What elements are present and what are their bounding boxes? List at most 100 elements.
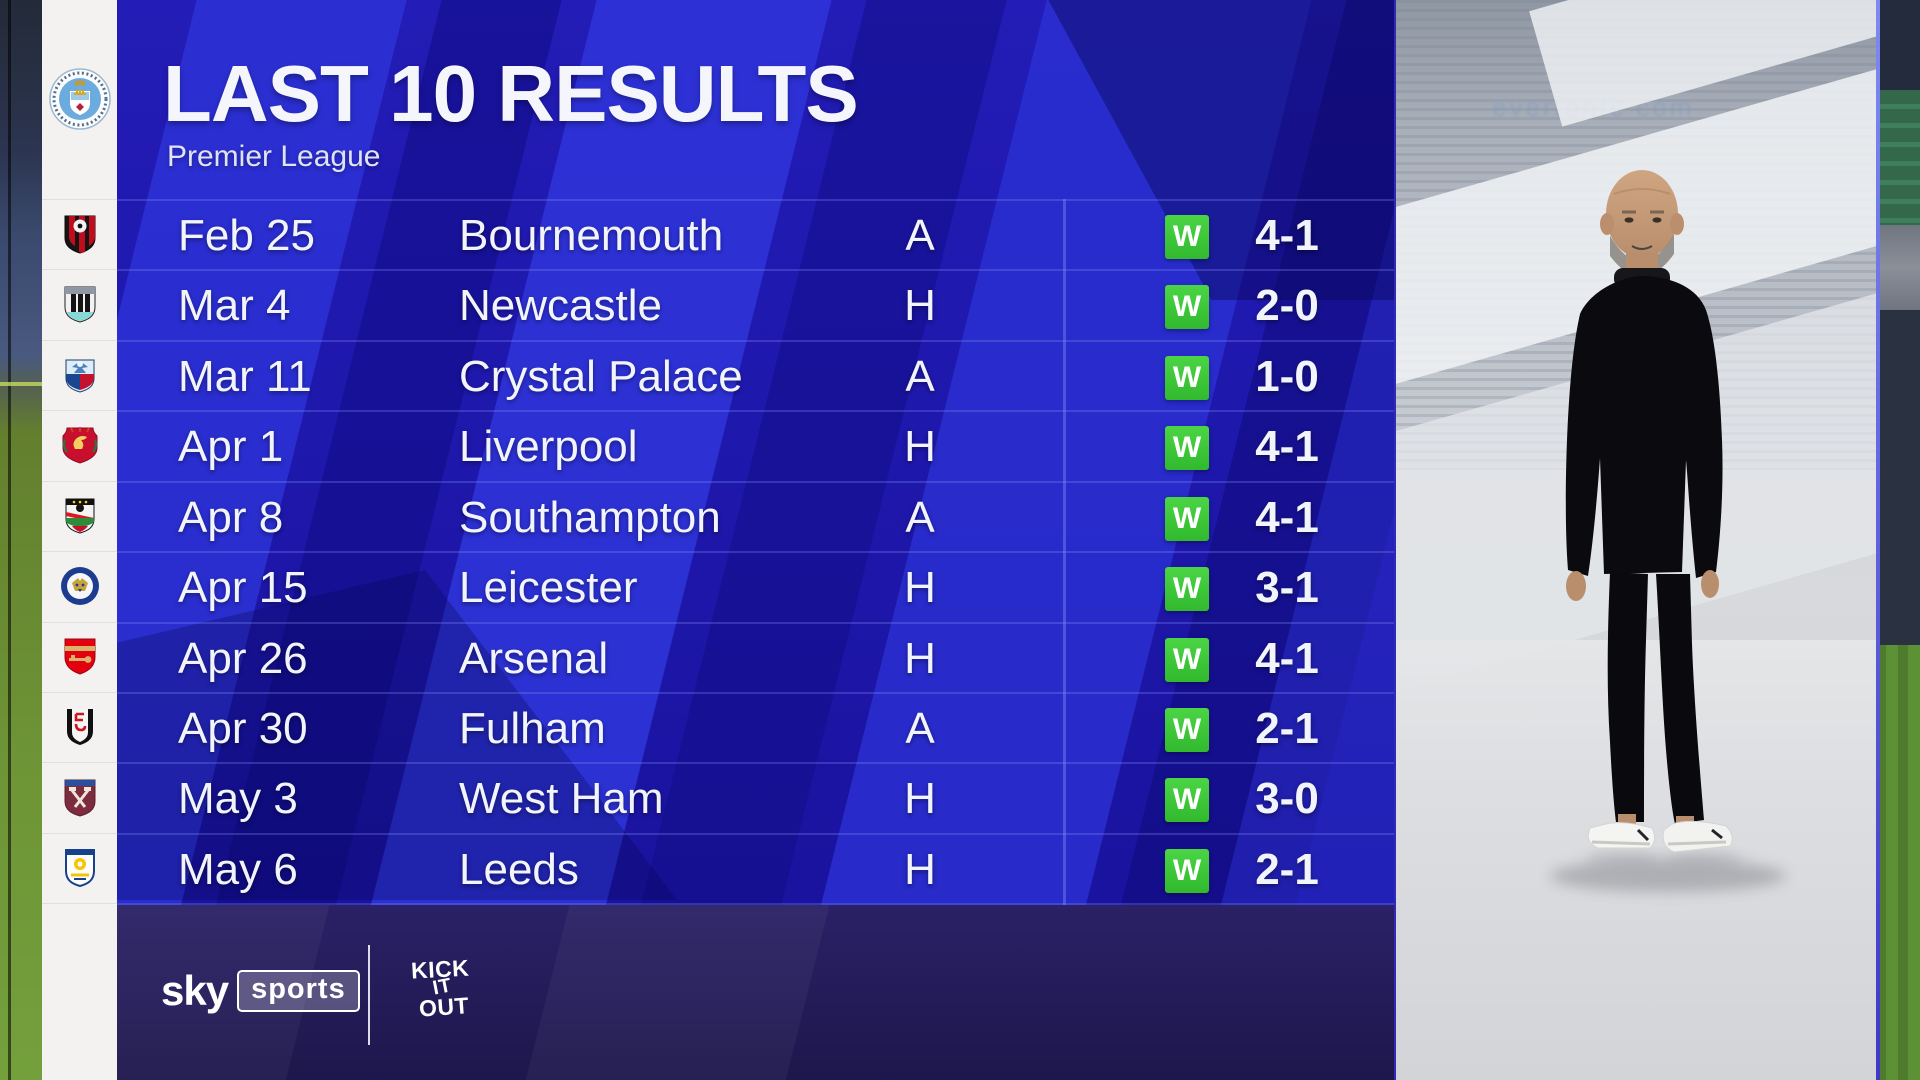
match-date: May 6 [178, 845, 298, 894]
result-badge: W [1165, 778, 1209, 822]
competition-subtitle: Premier League [167, 140, 381, 173]
crest-fulham-icon [66, 709, 93, 745]
left-video-edge [0, 0, 42, 1080]
opponent-crest-cell [42, 633, 117, 681]
video-stand-dark [1876, 0, 1920, 90]
sidebar-separator [42, 762, 117, 763]
match-venue: A [905, 704, 935, 753]
match-opponent: Liverpool [459, 422, 638, 471]
crest-liverpool-icon [62, 427, 97, 464]
match-venue: H [904, 281, 936, 330]
match-venue: A [905, 493, 935, 542]
match-date: Apr 1 [178, 422, 284, 471]
footer-bg-stripe [517, 905, 837, 1080]
opponent-crest-cell [42, 492, 117, 540]
sidebar-separator [42, 410, 117, 411]
opponent-crest-cell [42, 421, 117, 469]
result-row: Apr 30 Fulham A W 2-1 [117, 692, 1394, 762]
match-venue: H [904, 634, 936, 683]
match-opponent: Leicester [459, 563, 638, 612]
goal-post-line [8, 0, 11, 1080]
result-row: Mar 4 Newcastle H W 2-0 [117, 269, 1394, 339]
crest-newcastle-icon [64, 286, 95, 323]
match-score: 3-0 [1255, 774, 1319, 823]
result-badge: W [1165, 285, 1209, 329]
match-venue: H [904, 845, 936, 894]
kick-it-out-logo: KICK IT OUT [395, 941, 490, 1036]
result-badge: W [1165, 356, 1209, 400]
match-date: Apr 30 [178, 704, 308, 753]
opponent-crest-cell [42, 774, 117, 822]
pitch-highlight-line [0, 382, 42, 386]
sidebar-separator [42, 833, 117, 834]
match-date: Apr 15 [178, 563, 308, 612]
crest-west-ham-icon [64, 779, 95, 817]
video-pitch [1876, 645, 1920, 1080]
team-crest-cell [42, 66, 117, 132]
sky-sports-logo: sky sports [161, 967, 360, 1015]
manager-photo-panel: evertonfc com [1394, 0, 1876, 1080]
footer-strip: sky sports KICK IT OUT [117, 905, 1394, 1080]
match-opponent: Bournemouth [459, 211, 724, 260]
match-score: 2-1 [1255, 845, 1319, 894]
match-score: 4-1 [1255, 493, 1319, 542]
match-opponent: Leeds [459, 845, 579, 894]
crest-leicester-icon [60, 567, 99, 605]
crest-bournemouth-icon [64, 215, 95, 254]
opponent-crest-cell [42, 844, 117, 892]
result-row: Apr 1 Liverpool H W 4-1 [117, 410, 1394, 480]
match-opponent: Southampton [459, 493, 721, 542]
match-score: 4-1 [1255, 422, 1319, 471]
match-score: 2-1 [1255, 704, 1319, 753]
result-row: Apr 8 Southampton A W 4-1 [117, 481, 1394, 551]
opponent-crest-cell [42, 562, 117, 610]
match-score: 4-1 [1255, 211, 1319, 260]
video-stand-dark [1876, 310, 1920, 645]
logo-divider [368, 945, 370, 1045]
match-opponent: Arsenal [459, 634, 609, 683]
table-bottom-line [117, 903, 1394, 905]
kick-it-out-line: OUT [418, 991, 470, 1022]
result-row: Mar 11 Crystal Palace A W 1-0 [117, 340, 1394, 410]
result-row: Apr 26 Arsenal H W 4-1 [117, 622, 1394, 692]
match-date: May 3 [178, 774, 298, 823]
panel-edge-highlight [1876, 0, 1880, 1080]
crest-leeds-icon [64, 849, 95, 888]
match-score: 2-0 [1255, 281, 1319, 330]
manager-figure [1550, 170, 1786, 892]
score-column-divider [1063, 199, 1066, 905]
match-date: Feb 25 [178, 211, 315, 260]
result-badge: W [1165, 708, 1209, 752]
sports-logo-word: sports [251, 973, 346, 1005]
result-badge: W [1165, 638, 1209, 682]
match-score: 1-0 [1255, 352, 1319, 401]
video-stand-light [1876, 225, 1920, 310]
match-venue: H [904, 774, 936, 823]
match-date: Mar 11 [178, 352, 312, 401]
opponent-crest-cell [42, 703, 117, 751]
match-opponent: Crystal Palace [459, 352, 743, 401]
crest-manchester-city-icon [48, 68, 111, 130]
result-badge: W [1165, 497, 1209, 541]
match-opponent: Newcastle [459, 281, 662, 330]
match-opponent: Fulham [459, 704, 606, 753]
right-video-edge [1876, 0, 1920, 1080]
crest-crystal-palace-icon [65, 359, 94, 393]
sky-logo-word: sky [161, 967, 229, 1014]
crest-arsenal-icon [64, 638, 95, 675]
sidebar-separator [42, 199, 117, 200]
result-row: May 3 West Ham H W 3-0 [117, 762, 1394, 832]
match-score: 3-1 [1255, 563, 1319, 612]
video-scoreboard [1876, 90, 1920, 225]
match-opponent: West Ham [459, 774, 664, 823]
match-score: 4-1 [1255, 634, 1319, 683]
match-date: Mar 4 [178, 281, 291, 330]
result-row: Feb 25 Bournemouth A W 4-1 [117, 199, 1394, 269]
crest-southampton-icon [65, 498, 94, 534]
match-date: Apr 8 [178, 493, 284, 542]
sidebar-separator [42, 622, 117, 623]
sidebar-separator [42, 481, 117, 482]
result-row: Apr 15 Leicester H W 3-1 [117, 551, 1394, 621]
opponent-crest-cell [42, 280, 117, 328]
